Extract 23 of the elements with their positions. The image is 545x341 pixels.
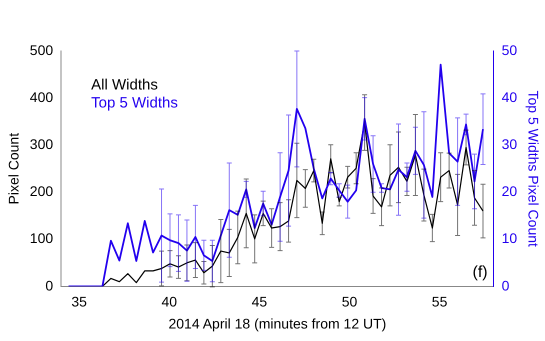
y2-tick-label: 20 — [502, 183, 518, 200]
text: Top 5 Widths — [91, 94, 178, 112]
y-axis-title: Pixel Count — [5, 132, 22, 204]
y-tick-label: 0 — [45, 277, 54, 294]
x-tick-label: 55 — [432, 294, 448, 310]
annotation: (f) — [472, 264, 488, 281]
y2-tick-label: 40 — [502, 88, 518, 105]
x-tick-label: 50 — [342, 294, 358, 310]
y-tick-label: 100 — [30, 230, 54, 246]
y2-axis-title: Top 5 Widths Pixel Count — [526, 90, 542, 248]
y2-tick-label: 10 — [502, 230, 518, 246]
y-tick-label: 400 — [30, 88, 54, 105]
x-tick-label: 45 — [252, 294, 268, 310]
y-tick-label: 500 — [30, 42, 54, 58]
y-tick-label: 200 — [30, 183, 54, 200]
y2-tick-label: 50 — [502, 42, 518, 58]
y-tick-label: 300 — [30, 136, 54, 152]
x-tick-label: 35 — [71, 294, 88, 310]
x-tick-label: 40 — [161, 294, 178, 310]
y2-tick-label: 30 — [502, 136, 518, 152]
text: All Widths — [91, 76, 158, 94]
y2-tick-label: 0 — [502, 277, 510, 294]
x-axis-title: 2014 April 18 (minutes from 12 UT) — [168, 315, 386, 332]
